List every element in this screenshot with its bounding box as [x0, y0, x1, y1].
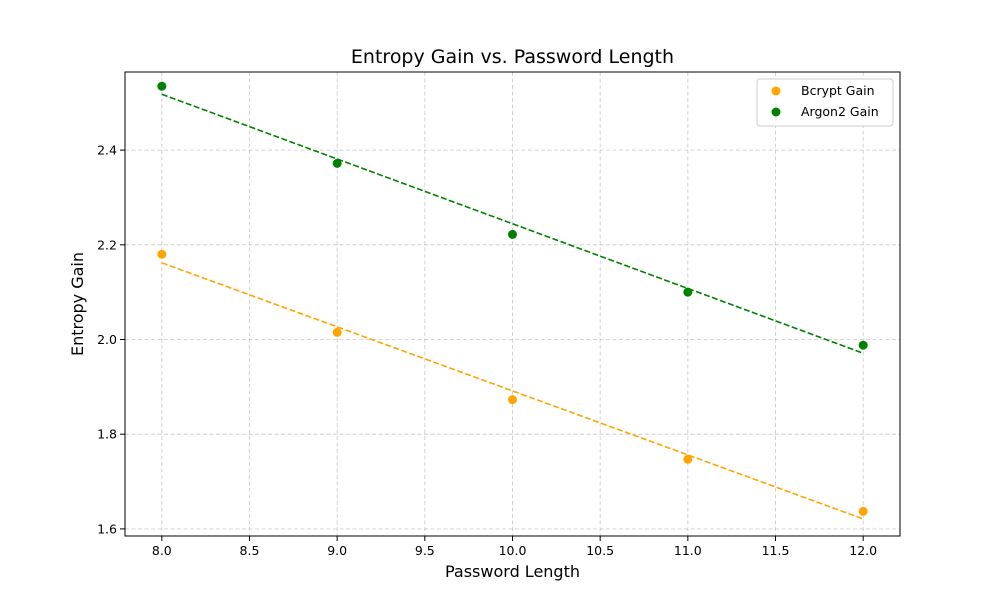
- data-point-bcrypt-gain: [858, 506, 868, 516]
- data-point-bcrypt-gain: [683, 454, 693, 464]
- x-axis-ticks: 8.0 8.5 9.0 9.5 10.0 10.5 11.0 11.5 12.0: [152, 536, 877, 558]
- plot-frame: [124, 71, 901, 537]
- y-tick-label: 1.6: [97, 521, 117, 536]
- y-axis-label: Entropy Gain: [68, 252, 87, 356]
- legend-marker-bcrypt: [771, 86, 781, 96]
- trend-line-argon2-gain: [161, 93, 864, 354]
- legend-label-bcrypt: Bcrypt Gain: [801, 83, 875, 98]
- y-tick-label: 1.8: [97, 427, 117, 442]
- x-tick-label: 11.5: [762, 543, 790, 558]
- legend-marker-argon2: [771, 107, 781, 117]
- y-tick-label: 2.4: [97, 143, 117, 158]
- x-tick-label: 8.0: [152, 543, 172, 558]
- x-tick-label: 9.5: [415, 543, 435, 558]
- y-axis-ticks: 1.6 1.8 2.0 2.2 2.4: [97, 143, 125, 536]
- data-point-argon2-gain: [683, 287, 693, 297]
- grid: [125, 72, 900, 536]
- y-tick-label: 2.0: [97, 332, 117, 347]
- x-tick-label: 8.5: [240, 543, 260, 558]
- x-tick-label: 9.0: [327, 543, 347, 558]
- trend-line-bcrypt-gain: [161, 262, 864, 520]
- legend: Bcrypt Gain Argon2 Gain: [756, 78, 894, 127]
- data-points: [157, 81, 868, 516]
- chart-title: Entropy Gain vs. Password Length: [351, 46, 674, 68]
- y-tick-label: 2.2: [97, 237, 117, 252]
- legend-label-argon2: Argon2 Gain: [801, 104, 879, 119]
- x-tick-label: 10.0: [499, 543, 527, 558]
- data-point-argon2-gain: [508, 229, 517, 239]
- data-point-argon2-gain: [858, 340, 868, 350]
- data-point-bcrypt-gain: [508, 395, 517, 405]
- data-point-bcrypt-gain: [157, 249, 167, 259]
- x-tick-label: 12.0: [849, 543, 877, 558]
- trend-lines: [161, 93, 864, 520]
- x-tick-label: 11.0: [674, 543, 702, 558]
- data-point-bcrypt-gain: [332, 327, 342, 337]
- data-point-argon2-gain: [332, 158, 342, 168]
- x-axis-label: Password Length: [445, 562, 580, 581]
- legend-box: [756, 78, 894, 127]
- data-point-argon2-gain: [157, 81, 167, 91]
- x-tick-label: 10.5: [586, 543, 614, 558]
